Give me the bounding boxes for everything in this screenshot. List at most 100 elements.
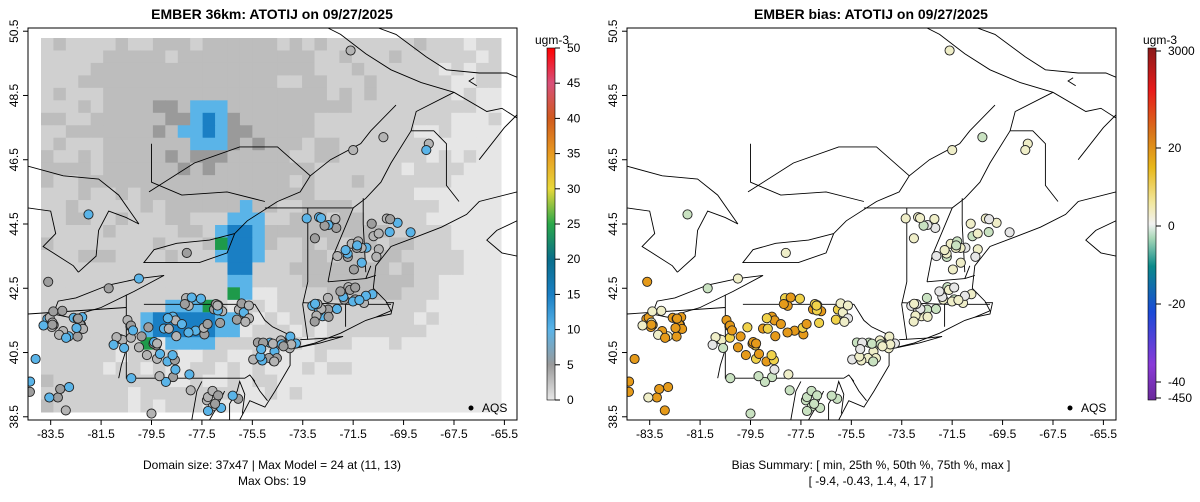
aqs-site-marker — [783, 369, 794, 380]
aqs-site-marker — [267, 338, 279, 349]
aqs-site-marker — [195, 293, 206, 304]
aqs-site-marker — [243, 300, 254, 311]
aqs-site-marker — [48, 306, 59, 317]
aqs-site-marker — [672, 313, 683, 324]
left-aqs-legend-label: AQS — [482, 401, 507, 415]
aqs-site-marker — [154, 348, 166, 359]
y-tick-label: 48.5 — [7, 83, 21, 107]
aqs-site-marker — [643, 392, 654, 403]
y-tick-label: 46.5 — [7, 148, 21, 172]
left-colorbar-tick: 40 — [567, 111, 581, 125]
x-tick-label: -67.5 — [440, 427, 468, 441]
aqs-site-marker — [340, 245, 351, 256]
left-colorbar-tick: 45 — [567, 76, 581, 90]
aqs-site-marker — [922, 311, 933, 322]
aqs-site-marker — [366, 218, 377, 229]
aqs-site-marker — [742, 322, 753, 333]
aqs-site-marker — [354, 295, 365, 306]
right-x-axis-ticks: -83.5 -81.5 -79.5 -77.5 -75.5 -73.5 -71.5 -69.5… — [636, 420, 1117, 441]
aqs-site-marker — [707, 339, 718, 350]
right-colorbar-tick: 0 — [1168, 219, 1175, 233]
aqs-site-marker — [183, 327, 194, 338]
aqs-site-marker — [186, 292, 197, 303]
aqs-site-marker — [227, 390, 238, 401]
aqs-site-marker — [900, 213, 911, 224]
y-tick-label: 42.5 — [606, 276, 620, 300]
y-tick-label: 44.5 — [606, 212, 620, 236]
aqs-site-marker — [43, 276, 54, 287]
aqs-site-marker — [278, 341, 289, 352]
aqs-site-marker — [947, 264, 958, 275]
right-y-axis-ticks: 38.5 40.5 42.5 44.5 46.5 48.5 50.5 — [606, 19, 627, 428]
aqs-site-marker — [670, 322, 681, 334]
aqs-site-marker — [126, 373, 137, 384]
left-x-axis-ticks: -83.5 -81.5 -79.5 -77.5 -75.5 -73.5 -71.5 -69.5… — [37, 420, 518, 441]
aqs-site-marker — [119, 342, 130, 354]
x-tick-label: -83.5 — [636, 427, 664, 441]
bias-summary-label: Bias Summary: [ min, 25th %, 50th %, 75t… — [732, 458, 1011, 472]
left-colorbar-ticks: 0 5 10 15 20 25 30 35 40 45 50 — [555, 41, 581, 407]
bias-panel: EMBER bias: ATOTIJ on 09/27/2025 -83.5 -8… — [606, 6, 1195, 488]
aqs-site-marker — [659, 405, 670, 416]
aqs-site-marker — [770, 331, 781, 342]
x-tick-label: -77.5 — [787, 427, 815, 441]
aqs-site-marker — [868, 356, 879, 367]
left-colorbar-units: ugm-3 — [535, 33, 569, 47]
aqs-site-marker — [951, 240, 962, 251]
aqs-site-marker — [143, 322, 154, 333]
aqs-site-marker — [753, 371, 764, 382]
aqs-site-marker — [651, 392, 662, 403]
aqs-site-marker — [794, 293, 805, 304]
aqs-site-marker — [373, 228, 384, 239]
right-aqs-legend-label: AQS — [1081, 401, 1106, 415]
aqs-site-marker — [184, 369, 195, 380]
aqs-site-marker — [160, 376, 171, 387]
aqs-site-marker — [170, 364, 181, 375]
aqs-site-marker — [47, 319, 58, 330]
aqs-site-marker — [977, 132, 988, 143]
right-colorbar-tick: -40 — [1168, 375, 1186, 389]
y-tick-label: 40.5 — [7, 341, 21, 365]
x-tick-label: -69.5 — [989, 427, 1017, 441]
aqs-site-marker — [782, 327, 793, 338]
aqs-site-marker — [775, 319, 786, 330]
model-concentration-panel: EMBER 36km: ATOTIJ on 09/27/2025 -83.5 -8… — [7, 6, 581, 488]
aqs-site-marker — [73, 313, 84, 324]
aqs-site-marker — [826, 390, 837, 401]
right-colorbar-tick: -450 — [1168, 391, 1192, 405]
aqs-site-marker — [322, 292, 333, 303]
left-colorbar-tick: 20 — [567, 252, 581, 266]
aqs-site-marker — [52, 392, 63, 403]
aqs-site-marker — [947, 145, 958, 156]
aqs-site-marker — [970, 251, 981, 262]
aqs-site-marker — [348, 145, 359, 156]
left-colorbar-tick: 10 — [567, 323, 581, 337]
aqs-site-marker — [855, 344, 866, 355]
left-colorbar-tick: 15 — [567, 287, 581, 301]
aqs-site-marker — [405, 227, 416, 238]
y-tick-label: 42.5 — [7, 276, 21, 300]
right-colorbar-ticks: 3000 20 0 -20 -40 -450 — [1156, 44, 1195, 405]
aqs-site-marker — [656, 305, 667, 316]
aqs-site-marker — [909, 298, 920, 309]
aqs-site-marker — [371, 251, 382, 262]
aqs-site-marker — [154, 371, 165, 382]
aqs-site-marker — [702, 283, 713, 294]
left-aqs-legend: AQS — [468, 401, 507, 415]
aqs-site-marker — [133, 342, 145, 353]
aqs-site-marker — [71, 322, 82, 334]
aqs-site-marker — [179, 299, 190, 310]
aqs-site-marker — [745, 408, 756, 419]
left-colorbar-tick: 35 — [567, 147, 581, 161]
aqs-site-marker — [654, 383, 665, 395]
bias-summary-values: [ -9.4, -0.43, 1.4, 4, 17 ] — [809, 474, 934, 488]
aqs-observation-points — [28, 45, 434, 419]
aqs-site-marker — [103, 283, 114, 294]
aqs-site-marker — [949, 282, 960, 293]
aqs-site-marker — [28, 376, 36, 387]
aqs-site-marker — [929, 213, 940, 225]
aqs-site-marker — [385, 214, 396, 225]
left-colorbar-tick: 5 — [567, 358, 574, 372]
x-tick-label: -75.5 — [838, 427, 866, 441]
